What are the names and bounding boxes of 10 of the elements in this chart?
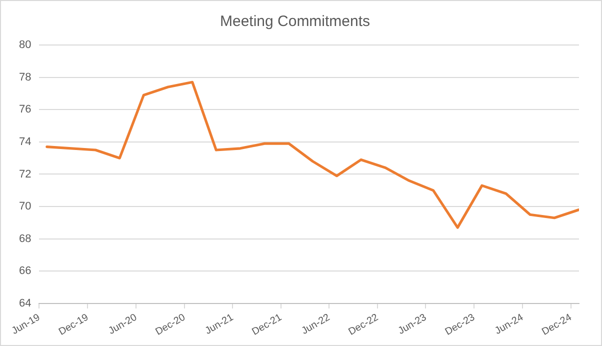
y-tick-label: 64 bbox=[18, 298, 32, 310]
y-tick-label: 74 bbox=[18, 136, 32, 148]
y-tick-label: 80 bbox=[18, 39, 32, 52]
chart-title: Meeting Commitments bbox=[220, 13, 370, 30]
y-tick-label: 68 bbox=[18, 232, 32, 245]
y-tick-label: 72 bbox=[18, 168, 32, 180]
y-tick-label: 76 bbox=[18, 104, 32, 116]
y-tick-label: 78 bbox=[18, 71, 32, 84]
y-tick-label: 70 bbox=[18, 200, 32, 213]
y-tick-label: 66 bbox=[18, 265, 32, 278]
